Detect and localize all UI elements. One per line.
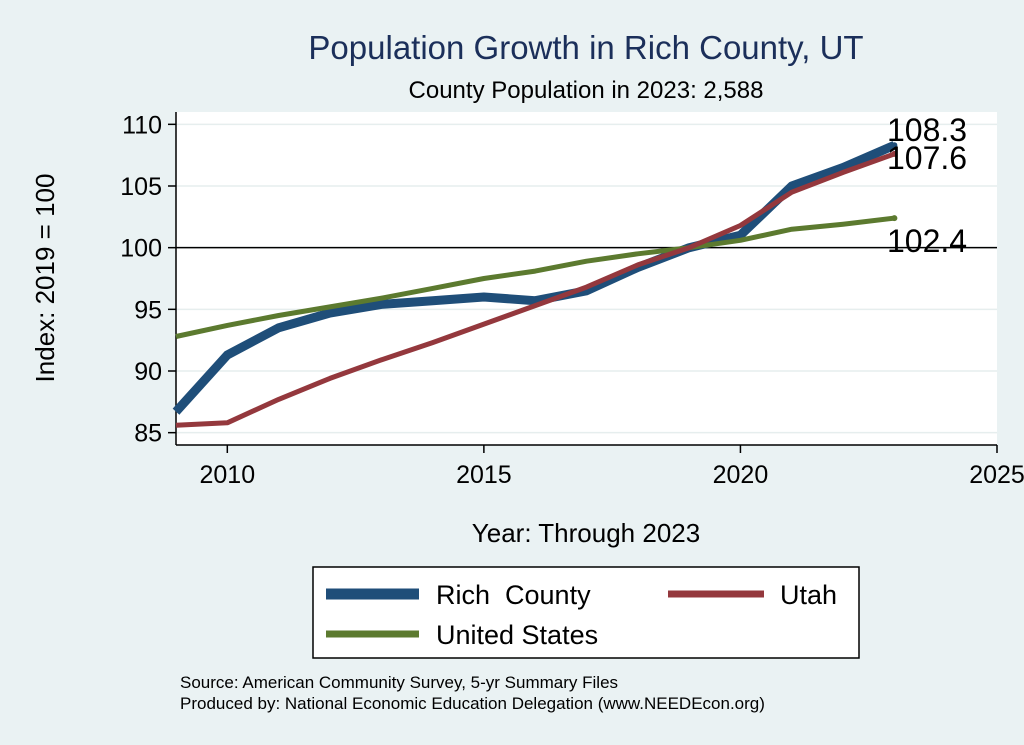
series-end-point-1 xyxy=(891,150,898,157)
x-axis-ticks: 2010 2015 2020 2025 xyxy=(200,445,1024,489)
series-end-point-2 xyxy=(891,215,898,222)
y-tick-label-0: 85 xyxy=(134,420,162,448)
legend-label-2: United States xyxy=(436,620,598,650)
series-end-point-0 xyxy=(891,142,898,149)
y-tick-label-1: 90 xyxy=(134,358,162,386)
series-lines xyxy=(172,141,898,428)
y-axis-title: Index: 2019 = 100 xyxy=(30,174,60,383)
x-axis-title: Year: Through 2023 xyxy=(472,518,700,548)
legend: Rich County Utah United States xyxy=(326,580,837,650)
y-tick-label-4: 105 xyxy=(120,173,162,201)
end-label-0: 108.3 xyxy=(887,112,967,148)
series-line-2 xyxy=(175,215,895,339)
source-line-1: Source: American Community Survey, 5-yr … xyxy=(180,673,618,692)
x-tick-label-3: 2025 xyxy=(969,461,1024,489)
x-tick-label-1: 2015 xyxy=(456,461,512,489)
y-tick-label-2: 95 xyxy=(134,296,162,324)
y-axis-ticks: 85 90 95 100 105 110 xyxy=(120,111,176,448)
legend-label-0: Rich County xyxy=(436,580,591,610)
end-label-1: 107.6 xyxy=(887,140,967,176)
y-tick-label-3: 100 xyxy=(120,235,162,263)
axes xyxy=(175,112,997,446)
end-label-2: 102.4 xyxy=(887,223,967,259)
chart-title: Population Growth in Rich County, UT xyxy=(308,29,863,66)
chart-subtitle: County Population in 2023: 2,588 xyxy=(409,77,764,104)
source-line-2: Produced by: National Economic Education… xyxy=(180,694,765,713)
legend-box xyxy=(312,566,860,659)
y-tick-label-5: 110 xyxy=(122,111,162,139)
x-tick-label-0: 2010 xyxy=(200,461,256,489)
x-tick-label-2: 2020 xyxy=(713,461,769,489)
legend-label-1: Utah xyxy=(780,580,837,610)
series-line-1 xyxy=(175,151,896,428)
